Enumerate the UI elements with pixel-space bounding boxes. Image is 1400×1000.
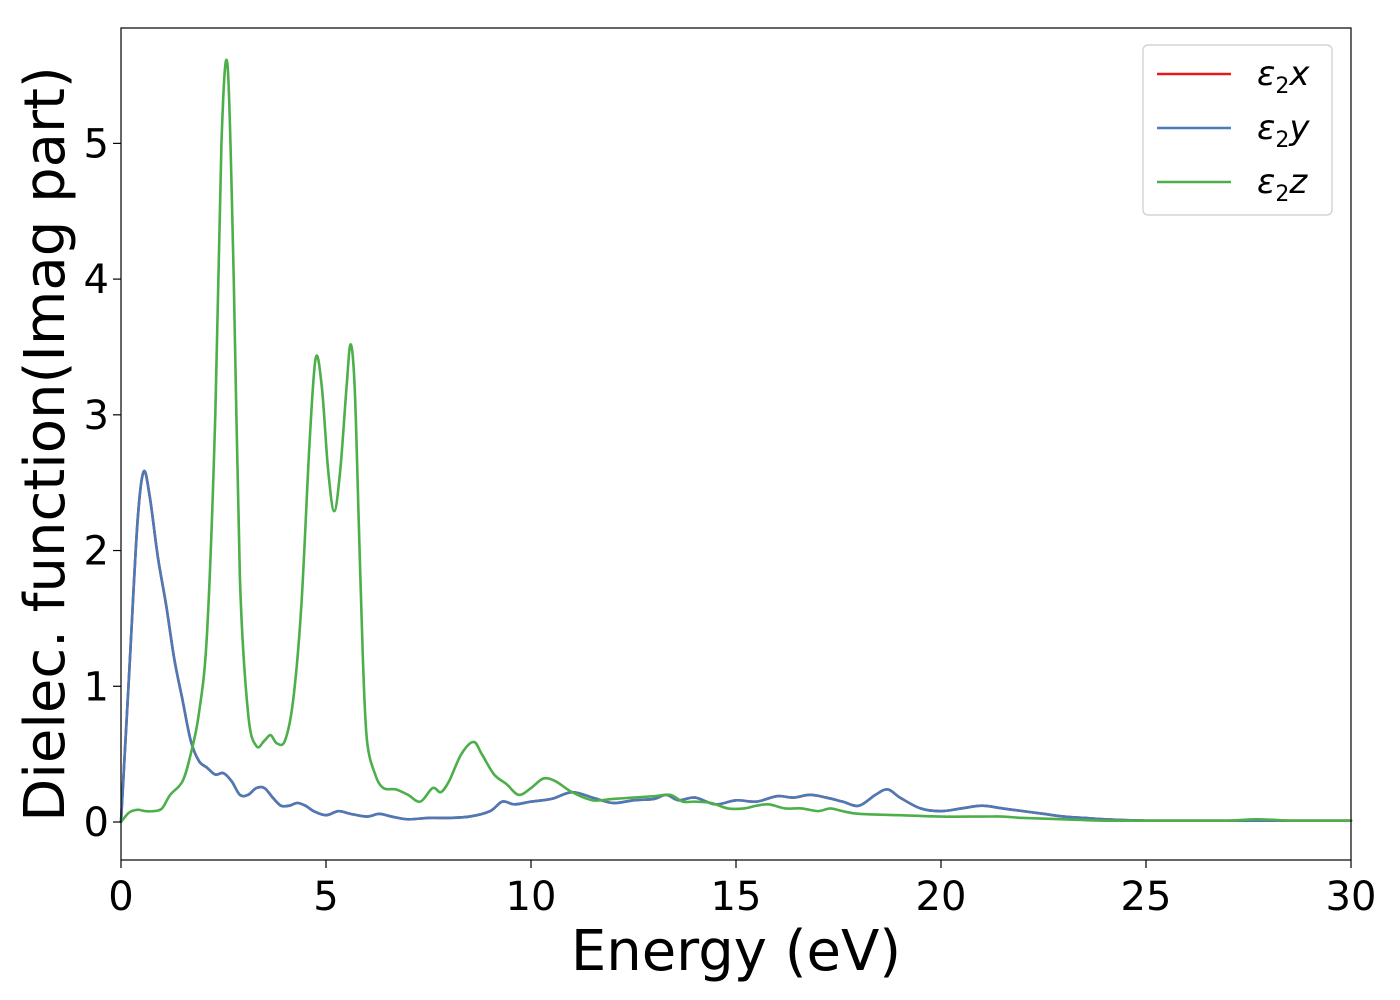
y-tick-label: 5 [84,121,109,167]
y-axis-label: Dielec. function(Imag part) [13,66,78,822]
x-tick-label: 10 [506,874,557,920]
y-tick-label: 2 [84,529,109,575]
x-tick-label: 30 [1326,874,1377,920]
legend-label-z: ε2z [1257,162,1308,207]
series-layer [119,58,1353,824]
x-tick-label: 5 [313,874,338,920]
y-tick-label: 0 [84,800,109,846]
y-tick-label: 4 [84,257,109,303]
x-tick-label: 15 [711,874,762,920]
series-line-z [119,58,1353,824]
legend-box [1142,44,1333,216]
series-line-y [119,469,1353,824]
y-tick-label: 3 [84,393,109,439]
y-axis: 0 1 2 3 4 5 [84,121,121,846]
legend-label-y: ε2y [1257,108,1310,153]
x-axis-label: Energy (eV) [571,919,901,984]
legend: ε2x ε2y ε2z [1142,44,1333,216]
x-tick-label: 25 [1121,874,1172,920]
legend-label-x: ε2x [1257,54,1310,99]
x-tick-label: 20 [916,874,967,920]
x-axis: 0 5 10 15 20 25 30 [108,860,1376,920]
x-tick-label: 0 [108,874,133,920]
y-tick-label: 1 [84,664,109,710]
